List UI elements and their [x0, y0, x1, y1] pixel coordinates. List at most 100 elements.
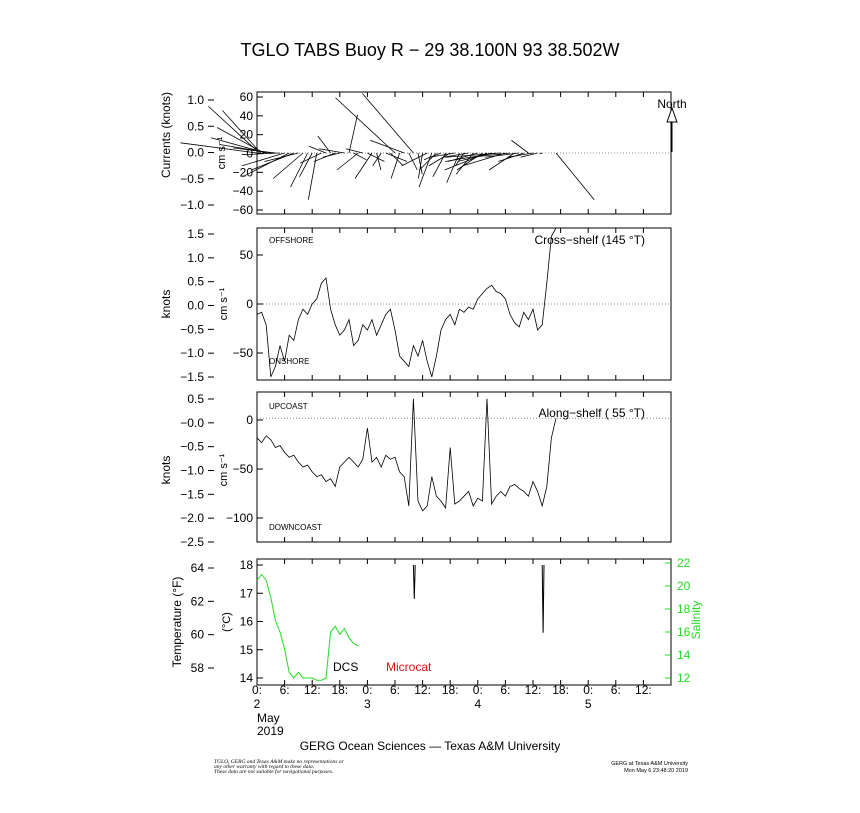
y-tick-label: 60 [240, 90, 254, 104]
currents-left-axis-label: Currents (knots) [159, 92, 173, 178]
current-vector [208, 105, 260, 154]
footer-timestamp: Mon May 6 23:48:20 2019 [624, 768, 688, 774]
x-tick-label: 6: [390, 683, 400, 697]
current-vector [498, 152, 524, 162]
x-tick-label: 18: [552, 683, 569, 697]
offshore-label: OFFSHORE [269, 236, 313, 245]
y-tick-label: 20 [240, 128, 254, 142]
y-tick-label: −20 [233, 165, 254, 179]
y-tick-label: 1.5 [187, 227, 204, 241]
current-vector [429, 152, 455, 158]
x-tick-label: 12: [525, 683, 542, 697]
current-vector [308, 145, 327, 154]
current-vector [318, 148, 345, 154]
x-tick-label: 6: [280, 683, 290, 697]
current-vector [299, 152, 313, 177]
x-tick-day-label: 2 [254, 697, 261, 711]
footer-credit: GERG at Texas A&M University [611, 761, 688, 767]
current-vector [336, 152, 359, 171]
current-vector [272, 152, 304, 179]
y-tick-label: 40 [240, 109, 254, 123]
y-tick-label: 16 [240, 615, 254, 629]
y-tick-label: −2.5 [180, 535, 204, 549]
x-tick-label: 12: [414, 683, 431, 697]
current-vector [539, 152, 543, 155]
x-tick-label: 18: [331, 683, 348, 697]
x-tick-label: 0: [252, 683, 262, 697]
current-vector [372, 152, 382, 166]
y-tick-label: −2.0 [180, 511, 204, 525]
current-vector [241, 152, 285, 167]
y-tick-label: 0.0 [187, 146, 204, 160]
y-tick-label: 0.5 [187, 392, 204, 406]
current-vector [445, 152, 501, 158]
x-tick-label: 0: [583, 683, 593, 697]
footer-disclaimer-line-2: any other warranty with regard to these … [214, 764, 314, 770]
current-vector [313, 152, 336, 162]
current-vector [418, 152, 433, 188]
cross-shelf-title: Cross−shelf (145 °T) [534, 233, 645, 247]
dcs-label: DCS [333, 660, 358, 674]
y-tick-label: 62 [191, 594, 205, 608]
onshore-label: ONSHORE [269, 357, 309, 366]
along-shelf-right-axis-label: cm s⁻¹ [218, 453, 230, 486]
current-vector [354, 152, 373, 179]
y-tick-label: −50 [233, 346, 254, 360]
x-tick-label: 6: [500, 683, 510, 697]
cross-shelf-left-axis-label: knots [159, 290, 173, 319]
x-tick-label: 0: [362, 683, 372, 697]
y-tick-label: 64 [191, 561, 205, 575]
y-tick-label: 1.0 [187, 251, 204, 265]
y-tick-label: −1.5 [180, 487, 204, 501]
x-tick-day-label: 4 [474, 697, 481, 711]
y-tick-label: −0.5 [180, 322, 204, 336]
current-vector [488, 152, 515, 171]
currents-right-axis-label: cm s⁻¹ [216, 136, 228, 169]
series-line [256, 227, 557, 378]
y-tick-label: −40 [233, 184, 254, 198]
along-shelf-title: Along−shelf ( 55 °T) [538, 406, 645, 420]
y-tick-label: 12 [677, 671, 691, 685]
current-vector [362, 93, 414, 154]
y-tick-label: −100 [226, 511, 253, 525]
y-tick-label: 0 [246, 413, 253, 427]
current-vector [322, 152, 340, 158]
series-line [256, 398, 557, 512]
x-tick-label: 12: [635, 683, 652, 697]
temperature-series [256, 564, 545, 681]
north-label: North [657, 97, 686, 111]
x-axis-month: May [257, 711, 280, 725]
x-tick-label: 6: [611, 683, 621, 697]
current-vector [446, 152, 460, 183]
temperature-panel-frame [256, 558, 672, 686]
current-vector [445, 152, 497, 162]
y-tick-label: 0.0 [187, 299, 204, 313]
y-tick-label: 50 [240, 248, 254, 262]
y-tick-label: −60 [233, 203, 254, 217]
y-tick-label: 0 [246, 297, 253, 311]
y-tick-label: 17 [240, 586, 254, 600]
x-tick-day-label: 5 [585, 697, 592, 711]
current-vector [353, 152, 367, 161]
upcoast-label: UPCOAST [269, 402, 308, 411]
temperature-f-axis-label: Temperature (°F) [170, 577, 184, 668]
current-vector [299, 152, 322, 164]
current-vector [345, 148, 363, 154]
current-vector [390, 152, 400, 179]
y-tick-label: 14 [677, 648, 691, 662]
y-tick-label: 0.5 [187, 275, 204, 289]
y-tick-label: 20 [677, 579, 691, 593]
current-vector [417, 152, 423, 179]
footer-disclaimer-line-1: TGLO, GERG and Texas A&M make no represe… [214, 759, 344, 765]
y-tick-label: 0.5 [187, 119, 204, 133]
current-vector [455, 152, 474, 175]
current-vector [385, 152, 408, 162]
current-vector [222, 110, 261, 154]
currents-vectors [180, 93, 671, 201]
chart-title: TGLO TABS Buoy R − 29 38.100N 93 38.502W [240, 40, 619, 60]
current-vector [290, 152, 308, 188]
y-tick-label: 0 [246, 147, 253, 161]
current-vector [485, 152, 520, 158]
